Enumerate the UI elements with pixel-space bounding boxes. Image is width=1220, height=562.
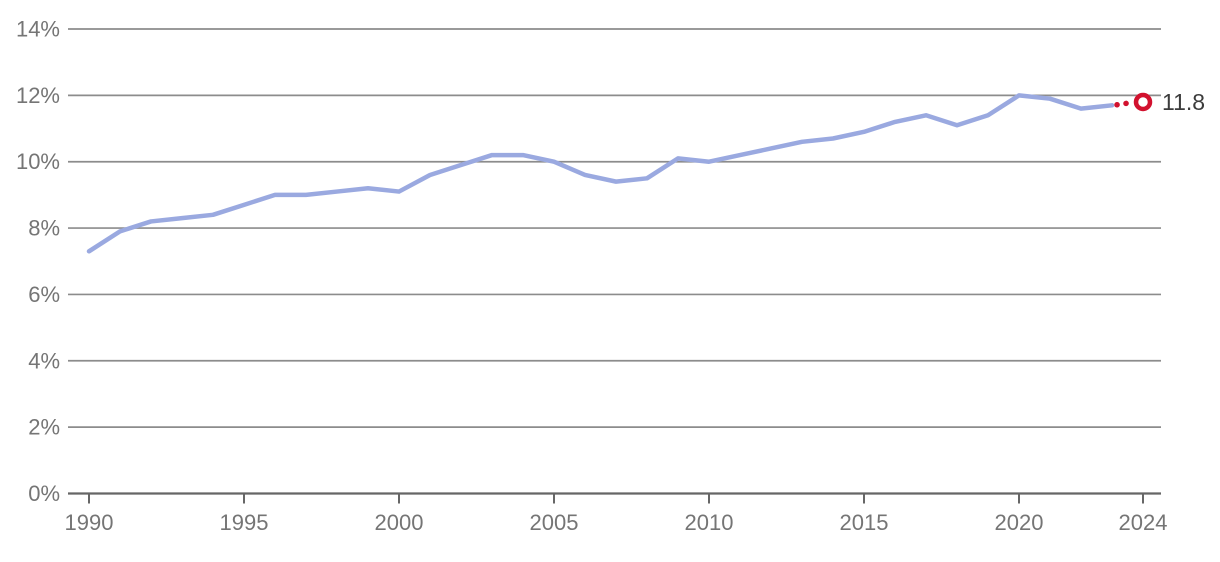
x-axis-label: 1990 — [65, 510, 114, 535]
end-value-label: 11.8 — [1162, 89, 1205, 115]
y-axis-label: 12% — [16, 83, 60, 108]
x-axis-label: 2024 — [1119, 510, 1168, 535]
y-axis-label: 14% — [16, 17, 60, 42]
x-axis-label: 2000 — [375, 510, 424, 535]
projection-dotted-segment — [1114, 99, 1135, 108]
x-axis-label: 2010 — [685, 510, 734, 535]
y-axis-label: 8% — [28, 216, 60, 241]
y-axis-label: 10% — [16, 149, 60, 174]
y-axis-label: 6% — [28, 282, 60, 307]
x-axis-label: 2005 — [530, 510, 579, 535]
y-axis-label: 2% — [28, 415, 60, 440]
end-point-marker — [1133, 92, 1153, 112]
x-axis-label: 1995 — [220, 510, 269, 535]
y-axis-label: 4% — [28, 348, 60, 373]
series-line — [86, 93, 1115, 254]
x-axis-label: 2020 — [995, 510, 1044, 535]
x-axis-label: 2015 — [840, 510, 889, 535]
y-axis-label: 0% — [28, 481, 60, 506]
